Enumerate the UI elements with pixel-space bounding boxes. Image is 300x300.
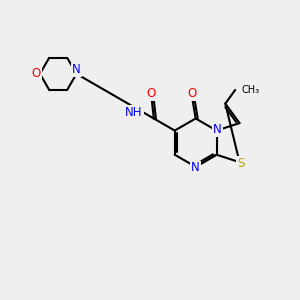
Text: O: O	[147, 87, 156, 100]
Text: O: O	[32, 67, 41, 80]
Text: N: N	[213, 123, 222, 136]
Text: CH₃: CH₃	[242, 85, 260, 95]
Text: S: S	[237, 157, 245, 170]
Text: NH: NH	[125, 106, 143, 118]
Text: N: N	[191, 161, 200, 175]
Text: O: O	[188, 87, 197, 100]
Text: N: N	[72, 64, 81, 76]
